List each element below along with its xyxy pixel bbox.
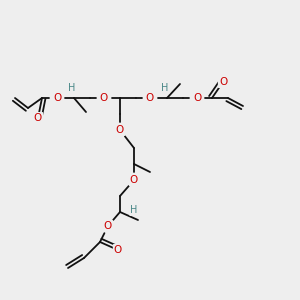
Text: O: O xyxy=(193,93,201,103)
Text: O: O xyxy=(34,113,42,123)
Text: O: O xyxy=(104,221,112,231)
Text: O: O xyxy=(114,245,122,255)
Text: O: O xyxy=(146,93,154,103)
Text: O: O xyxy=(130,175,138,185)
Text: O: O xyxy=(53,93,61,103)
Text: O: O xyxy=(219,77,227,87)
Text: H: H xyxy=(68,83,76,93)
Text: H: H xyxy=(161,83,169,93)
Text: H: H xyxy=(130,205,138,215)
Text: O: O xyxy=(116,125,124,135)
Text: O: O xyxy=(100,93,108,103)
